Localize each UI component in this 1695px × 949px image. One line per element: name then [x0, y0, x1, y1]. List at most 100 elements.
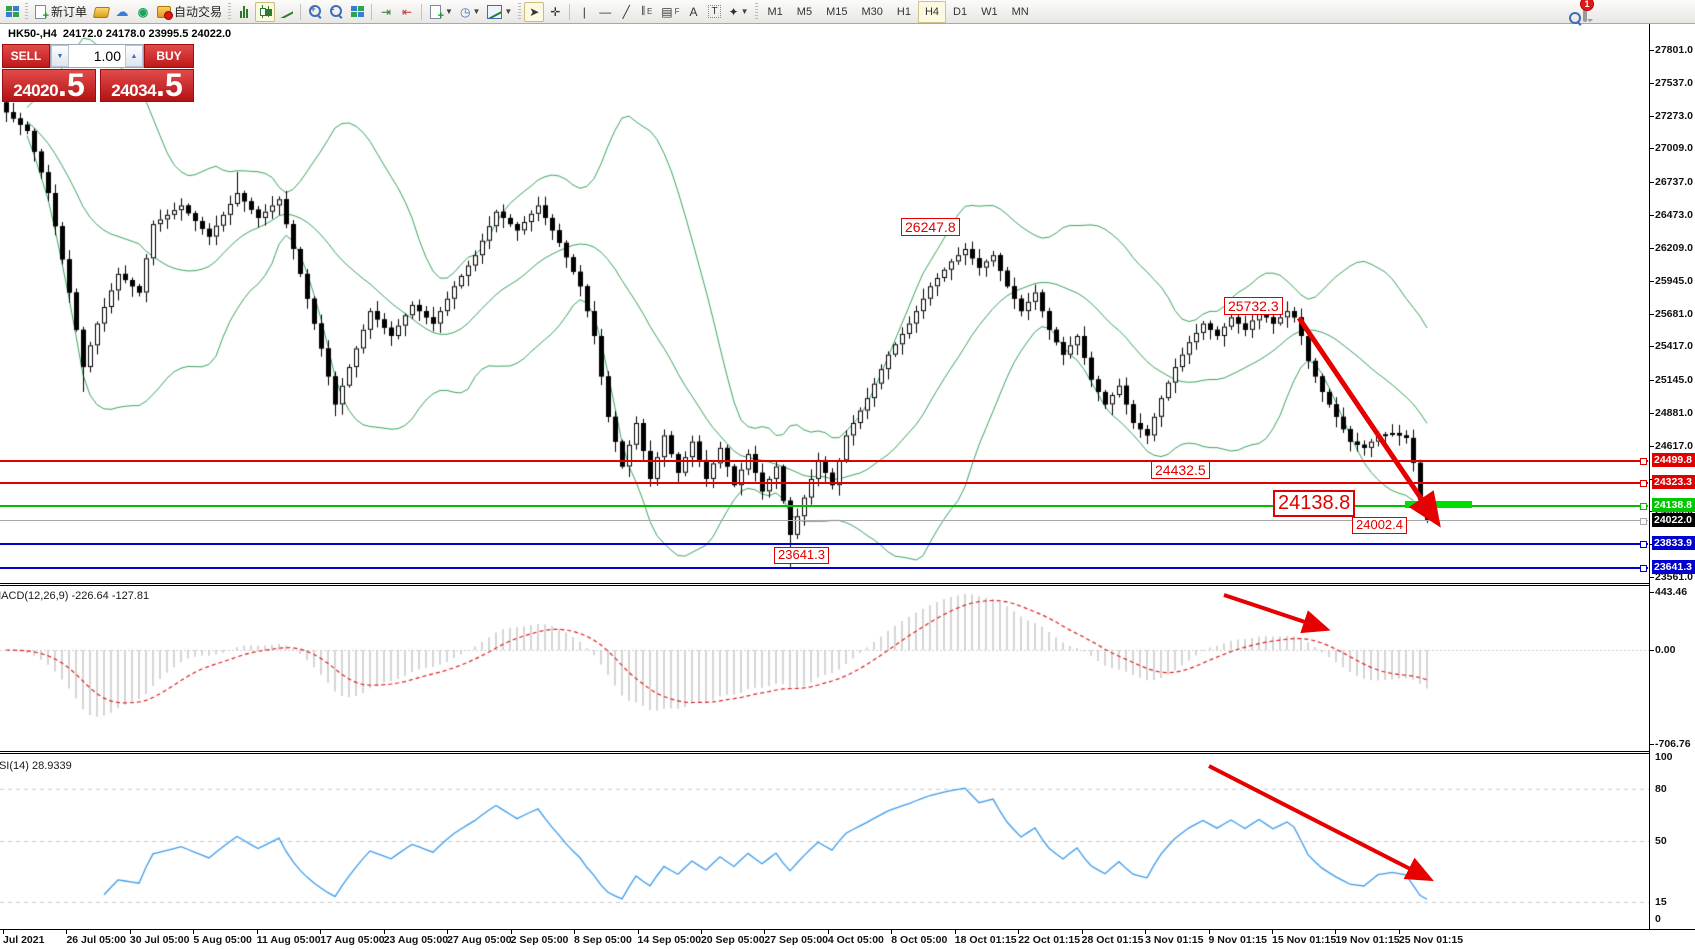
level-line-23641.3[interactable] [0, 567, 1648, 569]
fibonacci-tool-button[interactable]: 𝄃 E [637, 2, 657, 22]
time-tick-mark [764, 930, 765, 934]
bid-main-digits: 24020 [13, 81, 59, 100]
shapes-tool-button[interactable]: ✦ ▼ [726, 2, 752, 22]
timeframe-button-mn[interactable]: MN [1011, 5, 1029, 18]
axis-tick-label: 27537.0 [1655, 76, 1693, 89]
auto-scroll-button[interactable]: ⇥ [376, 2, 396, 22]
candlestick-chart-button[interactable] [255, 1, 276, 22]
pane-separator[interactable] [0, 753, 1695, 754]
crosshair-tool-button[interactable]: ✛ [545, 2, 565, 22]
timeframe-button-d1[interactable]: D1 [953, 5, 968, 18]
volume-input[interactable]: 1.00 [93, 48, 121, 64]
level-anchor-marker[interactable] [1640, 565, 1647, 572]
price-badge-23833.9: 23833.9 [1652, 536, 1695, 550]
macd-chart-canvas[interactable] [0, 586, 1649, 751]
time-tick-mark [1399, 930, 1400, 934]
annotation-label-24002.4[interactable]: 24002.4 [1352, 517, 1407, 534]
annotation-label-24138.8[interactable]: 24138.8 [1273, 490, 1356, 517]
chart-shift-button[interactable]: ⇤ [397, 2, 417, 22]
level-anchor-marker[interactable] [1640, 541, 1647, 548]
trendline-tool-button[interactable]: ╱ [616, 2, 636, 22]
time-tick-label: 3 Nov 01:15 [1145, 934, 1204, 946]
line-chart-button[interactable] [276, 2, 296, 22]
text-icon: A [689, 4, 698, 19]
vertical-line-tool-button[interactable]: | [574, 2, 594, 22]
periods-button[interactable]: ◷ ▼ [457, 2, 483, 22]
zoom-in-button[interactable]: + [305, 2, 325, 22]
templates-button[interactable]: ▼ [484, 2, 515, 22]
timeframe-button-m5[interactable]: M5 [796, 5, 813, 18]
volume-increase-button[interactable]: ▲ [125, 45, 143, 67]
signals-button[interactable]: ◉ [133, 2, 153, 22]
bid-price[interactable]: 24020.5 [2, 69, 96, 102]
time-axis[interactable]: Jul 2021 26 Jul 05:00 30 Jul 05:00 5 Aug 05… [0, 929, 1695, 949]
level-anchor-marker[interactable] [1640, 480, 1647, 487]
tile-windows-button[interactable] [347, 2, 367, 22]
timeframe-button-h4[interactable]: H4 [917, 0, 946, 23]
ask-price[interactable]: 24034.5 [100, 69, 194, 102]
price-axis[interactable]: 27801.0 27537.0 27273.0 27009.0 26737.0 26473… [1649, 24, 1695, 929]
new-order-button[interactable]: + 新订单 [31, 2, 90, 22]
accounts-button[interactable]: ☁ [112, 2, 132, 22]
axis-tick-mark [1650, 592, 1654, 593]
timeframe-button-m1[interactable]: M1 [767, 5, 783, 18]
time-tick-mark [66, 930, 67, 934]
level-anchor-marker[interactable] [1640, 503, 1647, 510]
horizontal-line-tool-button[interactable]: — [595, 2, 615, 22]
pane-separator[interactable] [0, 585, 1695, 586]
buy-button[interactable]: BUY [144, 44, 194, 68]
volume-decrease-button[interactable]: ▼ [51, 45, 69, 67]
chat-bubble-icon [1583, 0, 1587, 22]
cursor-tool-button[interactable]: ➤ [524, 1, 545, 22]
level-line-23833.9[interactable] [0, 543, 1648, 545]
time-tick-mark [257, 930, 258, 934]
toolbar-right-group: 1 [1569, 0, 1594, 26]
grid-tool-button[interactable]: ▤ F [658, 2, 682, 22]
toolbar-drag-handle[interactable] [754, 2, 758, 21]
time-tick-label: 27 Aug 05:00 [447, 934, 512, 946]
toolbar-drag-handle[interactable] [25, 2, 28, 21]
price-badge-24138.8: 24138.8 [1652, 498, 1695, 512]
timeframe-button-h1[interactable]: H1 [896, 5, 911, 18]
level-line-24138.8[interactable] [0, 505, 1648, 507]
indicators-button[interactable]: + ▼ [426, 2, 456, 22]
text-label-tool-button[interactable]: T [705, 2, 725, 22]
level-anchor-marker[interactable] [1640, 518, 1647, 525]
level-anchor-marker[interactable] [1640, 458, 1647, 465]
market-watch-button[interactable] [91, 2, 111, 22]
pane-separator[interactable] [0, 583, 1695, 584]
timeframe-button-w1[interactable]: W1 [981, 5, 998, 18]
level-line-24323.3[interactable] [0, 482, 1648, 484]
axis-tick-mark [1650, 148, 1654, 149]
toolbar-separator [421, 3, 423, 20]
text-tool-button[interactable]: A [684, 2, 704, 22]
annotation-label-25732.3[interactable]: 25732.3 [1224, 297, 1283, 316]
annotation-label-26247.8[interactable]: 26247.8 [901, 218, 960, 237]
chart-window-icon[interactable] [2, 2, 22, 22]
zoom-out-button[interactable]: - [326, 2, 346, 22]
notifications-button[interactable]: 1 [1580, 0, 1594, 22]
sell-button[interactable]: SELL [2, 44, 50, 68]
pane-separator[interactable] [0, 751, 1695, 752]
bar-chart-button[interactable] [234, 2, 254, 22]
rsi-chart-canvas[interactable] [0, 754, 1649, 928]
price-chart-canvas[interactable] [0, 24, 1649, 583]
timeframe-button-m30[interactable]: M30 [861, 5, 883, 18]
annotation-label-23641.3[interactable]: 23641.3 [774, 547, 829, 564]
autotrading-button[interactable]: 自动交易 [154, 2, 225, 22]
time-tick-mark [701, 930, 702, 934]
annotation-label-24432.5[interactable]: 24432.5 [1151, 461, 1210, 480]
level-line-24022.0[interactable] [0, 520, 1648, 521]
level-line-24499.8[interactable] [0, 460, 1648, 462]
axis-tick-mark [1650, 182, 1654, 183]
time-tick-label: 25 Nov 01:15 [1398, 934, 1464, 946]
line-chart-icon [279, 6, 293, 18]
time-tick-mark [3, 930, 4, 934]
time-tick-mark [828, 930, 829, 934]
toolbar-drag-handle[interactable] [228, 2, 232, 21]
timeframe-button-m15[interactable]: M15 [826, 5, 848, 18]
text-label-icon: T [708, 5, 721, 18]
time-tick-mark [891, 930, 892, 934]
toolbar-drag-handle[interactable] [518, 2, 522, 21]
